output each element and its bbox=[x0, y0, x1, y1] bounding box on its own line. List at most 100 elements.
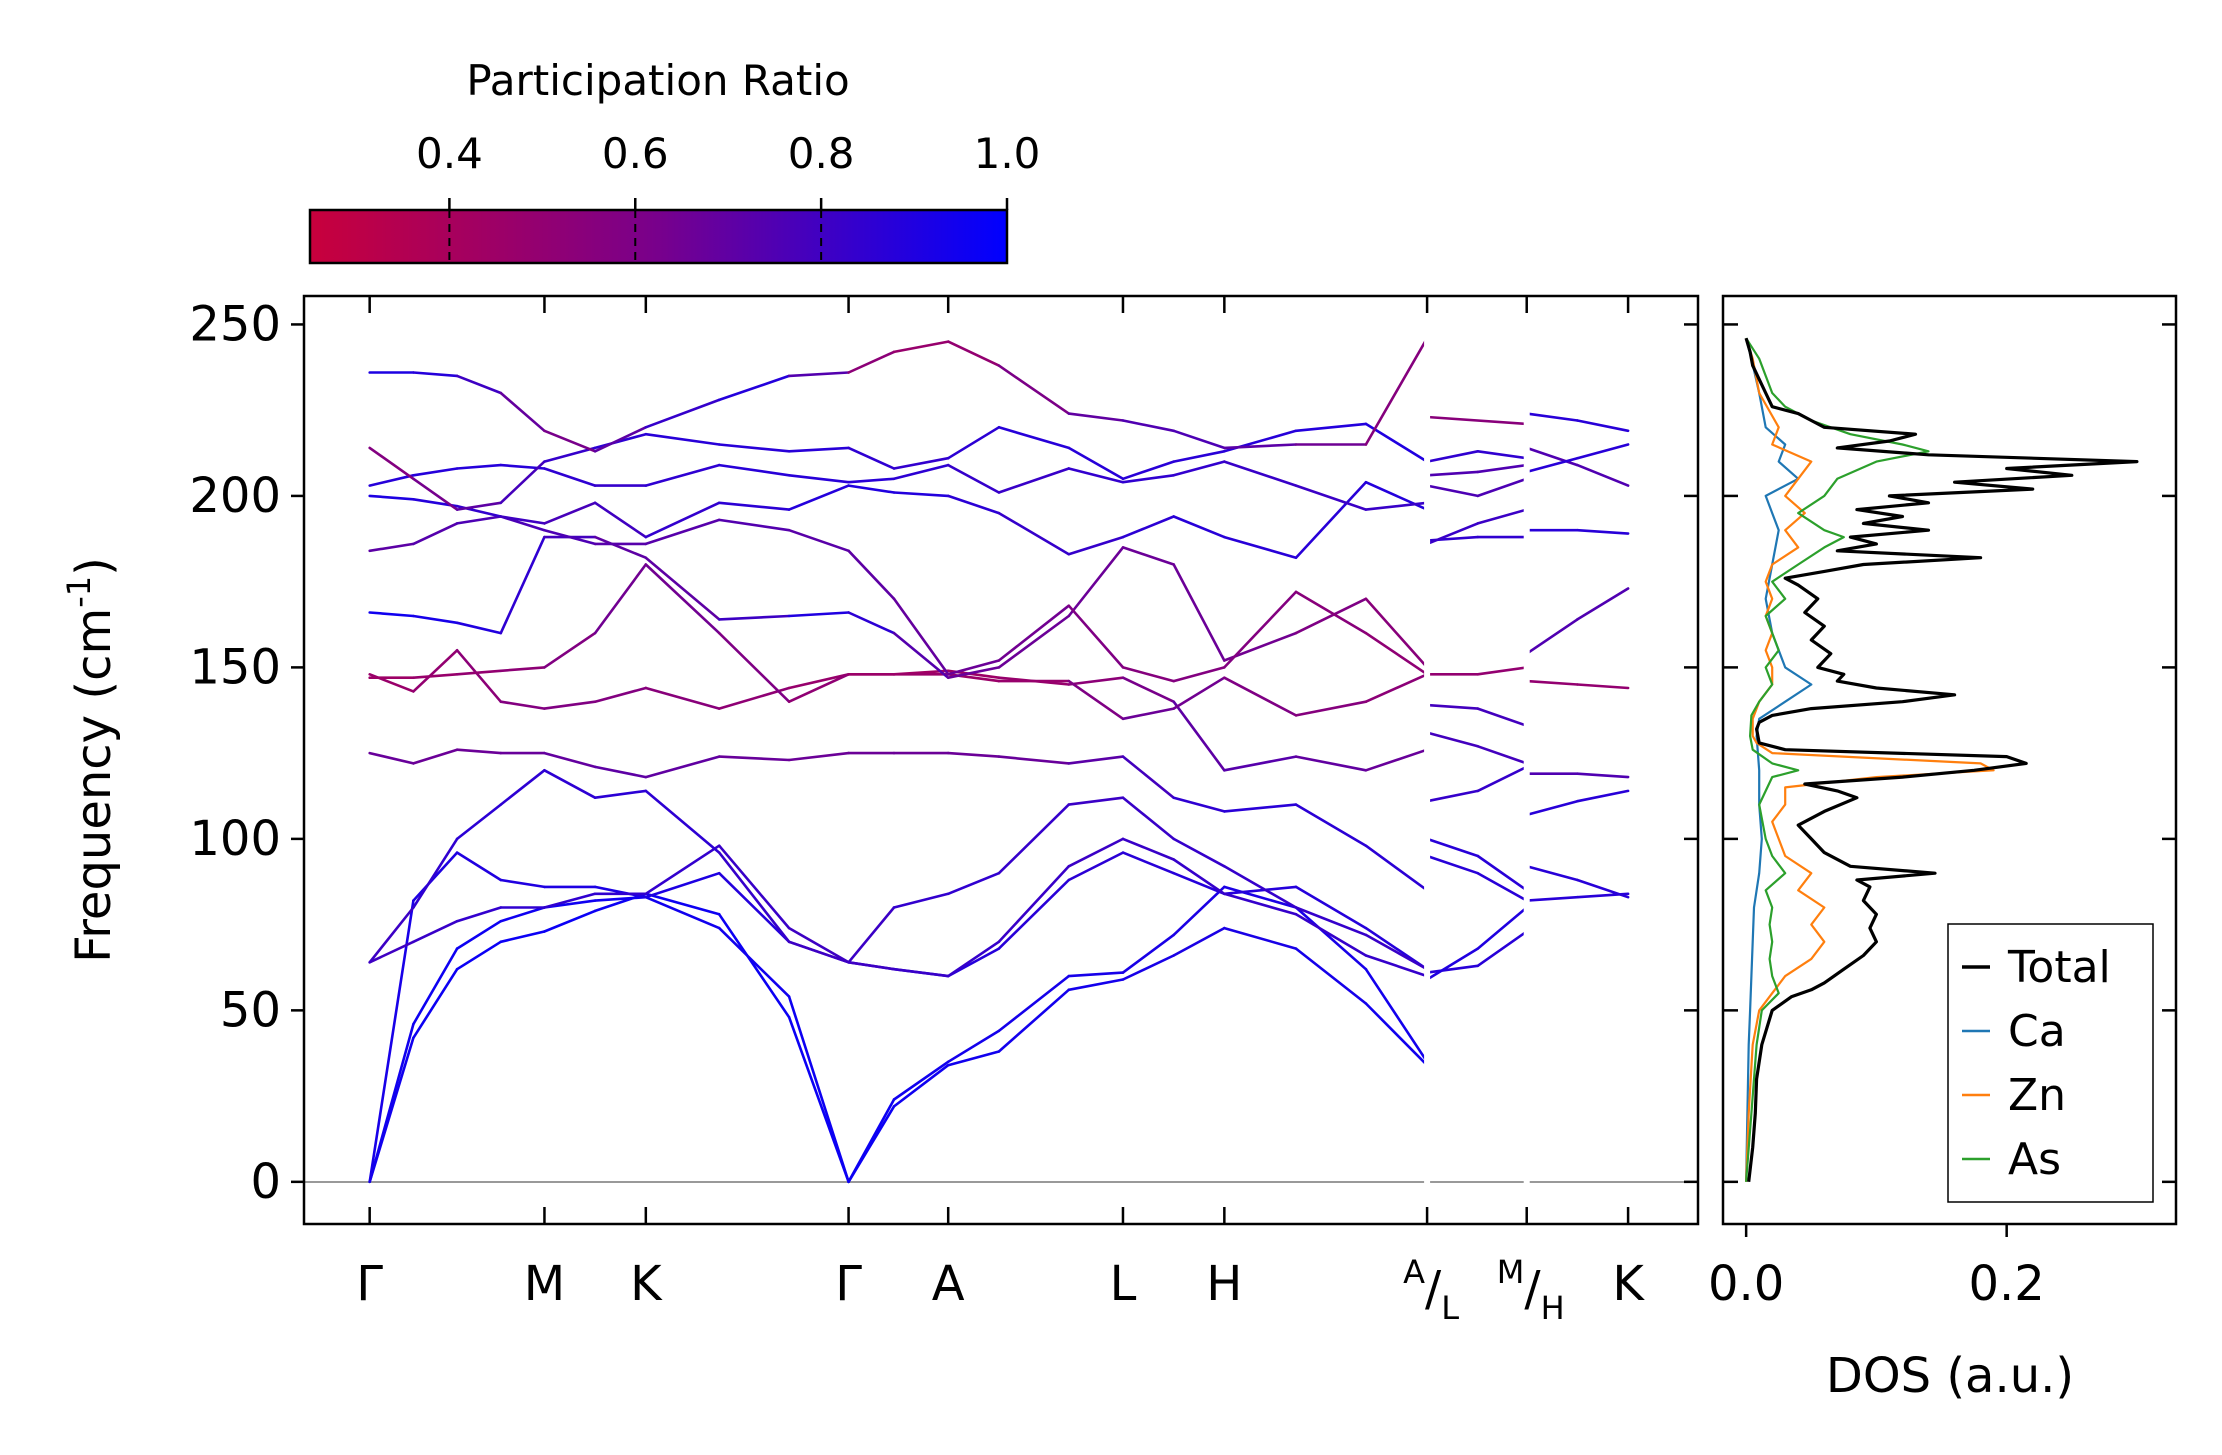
band-13-segment bbox=[1067, 412, 1125, 422]
band-5-segment bbox=[644, 755, 721, 779]
band-9-segment bbox=[787, 528, 850, 553]
band-5-segment bbox=[717, 755, 791, 762]
band-5-segment bbox=[593, 765, 648, 779]
band-12-segment bbox=[946, 425, 1001, 460]
band-8-segment bbox=[1172, 563, 1226, 662]
band-3-segment bbox=[455, 906, 503, 923]
band-25-segment bbox=[1425, 854, 1480, 875]
band-5-segment bbox=[368, 751, 415, 765]
band-10-segment bbox=[997, 511, 1071, 556]
band-13-segment bbox=[787, 371, 850, 378]
band-5-segment bbox=[1294, 803, 1368, 848]
band-2-segment bbox=[1294, 885, 1368, 930]
band-4-segment bbox=[997, 803, 1071, 875]
band-9-segment bbox=[455, 515, 503, 525]
band-10-segment bbox=[717, 501, 791, 511]
band-2-segment bbox=[717, 871, 791, 944]
band-24-segment bbox=[1425, 837, 1480, 858]
dos-series-total bbox=[1744, 337, 2139, 1182]
band-1-segment bbox=[1223, 885, 1298, 909]
band-8-segment bbox=[499, 535, 546, 635]
band-10-segment bbox=[1172, 515, 1226, 539]
band-13-segment bbox=[455, 374, 503, 395]
band-5-segment bbox=[1172, 796, 1226, 813]
band-6-segment bbox=[1294, 755, 1368, 772]
legend-label: Total bbox=[2007, 942, 2111, 993]
band-11-segment bbox=[644, 463, 721, 487]
band-15-segment bbox=[1425, 449, 1480, 463]
band-13-segment bbox=[593, 425, 648, 453]
legend-box bbox=[1947, 923, 2154, 1203]
band-3-segment bbox=[892, 967, 950, 978]
dos-series-ca bbox=[1745, 337, 1813, 1182]
band-8-segment bbox=[1121, 546, 1175, 566]
band-9-segment bbox=[1364, 631, 1429, 676]
y-tick-label: 0 bbox=[250, 1154, 281, 1210]
band-12-segment bbox=[543, 446, 597, 463]
band-0-segment bbox=[892, 1063, 950, 1108]
band-29-segment bbox=[1576, 463, 1630, 487]
band-21-segment bbox=[1476, 707, 1528, 728]
band-1-segment bbox=[1364, 967, 1429, 1064]
band-8-segment bbox=[368, 611, 415, 618]
band-9-segment bbox=[946, 659, 1001, 676]
band-15-segment bbox=[1476, 449, 1528, 460]
band-6-segment bbox=[644, 686, 721, 710]
band-3-segment bbox=[412, 919, 459, 944]
band-6-segment bbox=[543, 700, 597, 710]
dos-x-label: DOS (a.u.) bbox=[1826, 1348, 2074, 1404]
band-11-segment bbox=[1364, 501, 1429, 511]
band-1-segment bbox=[847, 1098, 896, 1184]
band-12-segment bbox=[499, 460, 546, 505]
band-2-segment bbox=[644, 871, 721, 899]
band-32-segment bbox=[1576, 587, 1630, 621]
band-4-segment bbox=[499, 768, 546, 806]
band-7-segment bbox=[787, 672, 850, 704]
band-23-segment bbox=[1476, 765, 1528, 793]
band-7-segment bbox=[644, 563, 721, 635]
band-8-segment bbox=[997, 614, 1071, 669]
band-9-segment bbox=[412, 522, 459, 546]
band-1-segment bbox=[368, 1022, 415, 1184]
band-3-segment bbox=[1121, 837, 1175, 861]
kpath-label: L bbox=[1110, 1256, 1137, 1312]
band-11-segment bbox=[1223, 460, 1298, 487]
dos-ticks: 0.0 0.2 bbox=[1708, 323, 2176, 1312]
band-3-segment bbox=[1294, 912, 1368, 957]
kpath-label: Γ bbox=[835, 1256, 862, 1312]
band-36-segment bbox=[1525, 864, 1579, 882]
band-11-segment bbox=[1067, 467, 1125, 484]
band-20-segment bbox=[1476, 666, 1528, 676]
band-10-segment bbox=[847, 484, 896, 494]
band-2-segment bbox=[368, 899, 415, 1184]
band-4-segment bbox=[1121, 796, 1175, 841]
band-1-segment bbox=[997, 974, 1071, 1033]
dos-x-tick-label: 0.2 bbox=[1968, 1256, 2044, 1312]
band-37-segment bbox=[1525, 895, 1579, 902]
band-1-segment bbox=[412, 947, 459, 1026]
band-7-segment bbox=[1294, 700, 1368, 717]
colorbar-ticks: 0.4 0.6 0.8 1.0 bbox=[416, 129, 1040, 263]
band-7-segment bbox=[455, 669, 503, 676]
band-5-segment bbox=[455, 748, 503, 755]
band-0-segment bbox=[1067, 978, 1125, 992]
band-7-segment bbox=[1223, 676, 1298, 717]
band-5-segment bbox=[543, 751, 597, 769]
y-axis-label: Frequency (cm-1) bbox=[60, 557, 122, 963]
path-break bbox=[1424, 299, 1431, 1221]
band-4-segment bbox=[1223, 864, 1298, 909]
legend-label: As bbox=[2008, 1134, 2061, 1185]
band-19-segment bbox=[1476, 508, 1528, 525]
band-4-segment bbox=[644, 789, 721, 854]
band-24-segment bbox=[1476, 854, 1528, 892]
band-28-segment bbox=[1576, 419, 1630, 433]
band-10-segment bbox=[1223, 535, 1298, 560]
band-2-segment bbox=[1067, 851, 1125, 882]
band-13-segment bbox=[847, 350, 896, 374]
band-22-segment bbox=[1476, 744, 1528, 765]
y-tick-label: 250 bbox=[189, 296, 281, 352]
band-4-segment bbox=[1294, 906, 1368, 937]
band-3-segment bbox=[997, 864, 1071, 944]
band-4-segment bbox=[368, 906, 415, 964]
band-5-segment bbox=[1223, 803, 1298, 813]
